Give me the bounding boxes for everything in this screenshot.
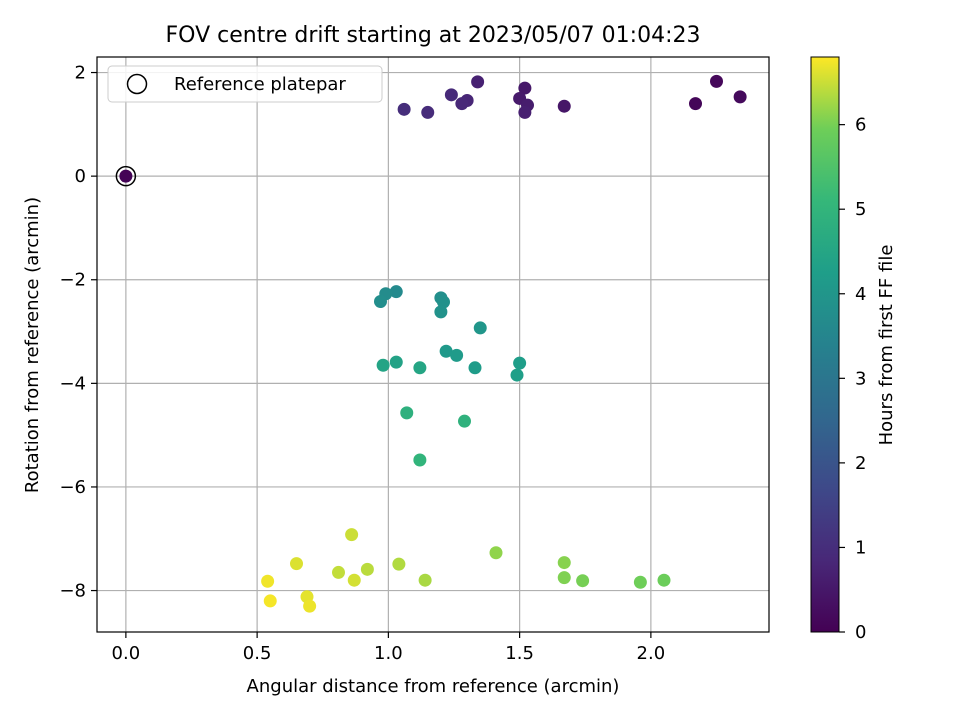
data-point — [119, 169, 133, 183]
colorbar-tick-label: 3 — [855, 368, 866, 389]
data-point — [455, 97, 469, 111]
plot-frame — [96, 56, 770, 633]
colorbar-label: Hours from first FF file — [876, 245, 897, 446]
scatter-points — [115, 74, 747, 613]
data-point — [471, 75, 485, 89]
data-point — [439, 344, 453, 358]
data-point — [360, 562, 374, 576]
data-point — [418, 573, 432, 587]
legend-box — [107, 65, 383, 103]
legend-marker — [126, 73, 148, 95]
colorbar-tick-label: 5 — [855, 199, 866, 220]
data-point — [689, 97, 702, 111]
data-point — [413, 453, 427, 467]
x-tick-label: 2.0 — [637, 643, 666, 664]
data-point — [576, 574, 590, 588]
data-point — [392, 557, 406, 571]
x-tick-label: 1.5 — [505, 643, 534, 664]
data-point — [290, 557, 303, 571]
data-point — [510, 368, 524, 382]
y-tick-label: −2 — [59, 270, 86, 291]
data-point — [557, 556, 571, 570]
x-tick-label: 1.0 — [374, 643, 403, 664]
data-point — [261, 574, 275, 588]
reference-platepar-marker — [115, 165, 137, 187]
y-axis-label: Rotation from reference (arcmin) — [22, 197, 43, 493]
data-point — [376, 358, 390, 372]
y-tick-label: −6 — [59, 477, 86, 498]
data-point — [489, 546, 503, 560]
chart-title: FOV centre drift starting at 2023/05/07 … — [166, 23, 701, 48]
grid-lines — [97, 57, 769, 632]
x-axis-label: Angular distance from reference (arcmin) — [247, 676, 620, 697]
data-point — [374, 295, 387, 309]
colorbar-gradient — [810, 56, 840, 633]
data-point — [557, 99, 571, 113]
data-point — [332, 565, 345, 579]
x-tick-label: 0.0 — [112, 643, 141, 664]
data-point — [345, 528, 359, 542]
data-point — [347, 573, 361, 587]
colorbar-ticks: 0 1 2 3 4 5 6 — [839, 115, 866, 643]
colorbar: 0 1 2 3 4 5 6 Hours from first FF file — [810, 56, 897, 643]
data-point — [444, 88, 458, 102]
data-point — [657, 573, 671, 587]
colorbar-tick-label: 1 — [855, 537, 866, 558]
legend: Reference platepar — [107, 65, 383, 103]
data-point — [413, 361, 427, 375]
data-point — [468, 361, 482, 375]
data-point — [397, 102, 411, 116]
data-point — [421, 105, 435, 119]
colorbar-tick-label: 4 — [855, 284, 866, 305]
y-tick-label: −8 — [59, 581, 86, 602]
colorbar-tick-label: 6 — [855, 115, 866, 136]
x-axis-ticks: 0.0 0.5 1.0 1.5 2.0 — [112, 632, 666, 664]
data-point — [458, 414, 471, 428]
data-point — [518, 105, 532, 119]
data-point — [263, 594, 277, 608]
colorbar-tick-label: 2 — [855, 453, 866, 474]
data-point — [389, 285, 403, 299]
data-point — [710, 74, 723, 88]
y-tick-label: 0 — [75, 166, 86, 187]
colorbar-tick-label: 0 — [855, 622, 866, 643]
x-tick-label: 0.5 — [243, 643, 272, 664]
y-tick-label: 2 — [75, 63, 86, 84]
data-point — [400, 406, 414, 420]
y-axis-ticks: 2 0 −2 −4 −6 −8 — [59, 63, 97, 602]
data-point — [437, 295, 450, 309]
data-point — [303, 599, 317, 613]
data-point — [450, 348, 464, 362]
data-point — [733, 90, 747, 104]
legend-label: Reference platepar — [174, 74, 346, 95]
data-point — [389, 355, 403, 369]
data-point — [434, 305, 448, 319]
data-point — [633, 575, 647, 589]
data-point — [518, 81, 532, 95]
data-point — [473, 321, 487, 335]
y-tick-label: −4 — [59, 373, 86, 394]
data-point — [513, 356, 527, 370]
data-point — [557, 571, 571, 585]
